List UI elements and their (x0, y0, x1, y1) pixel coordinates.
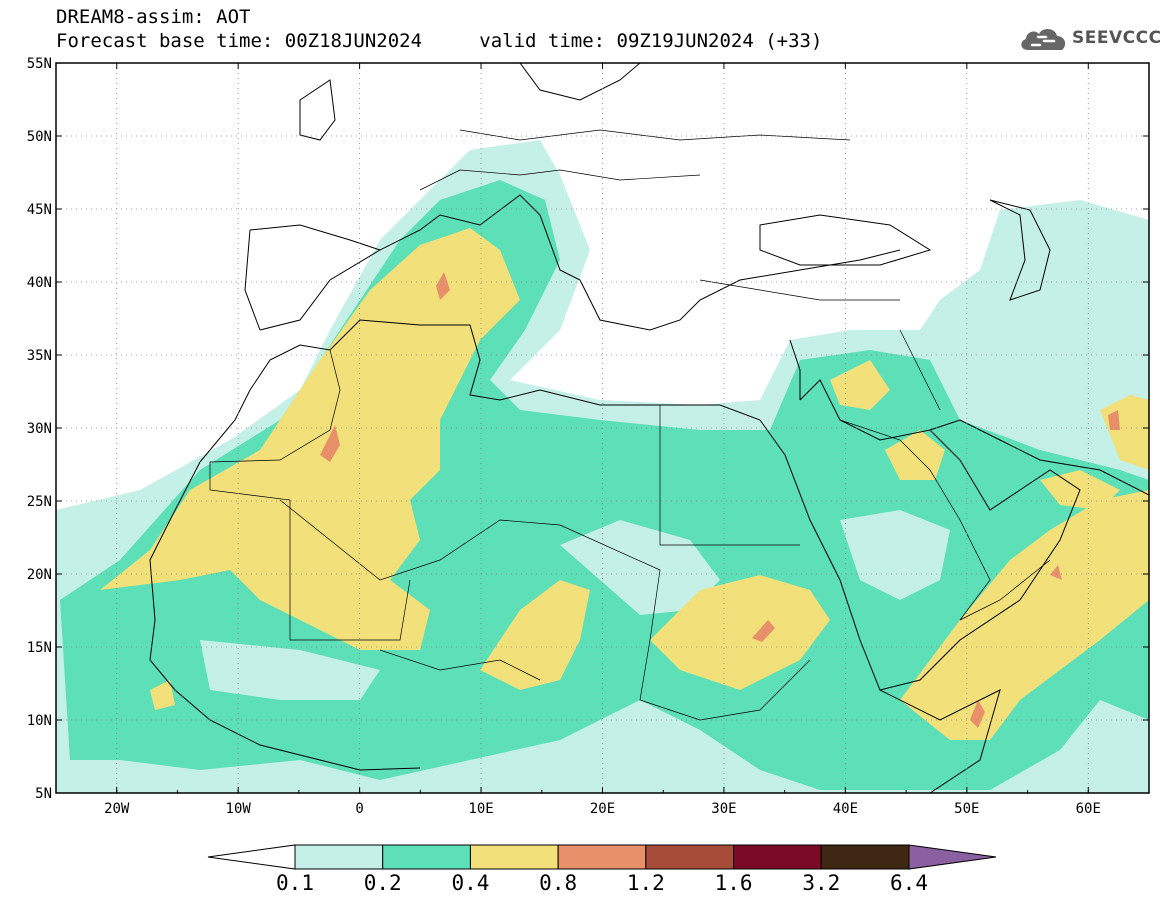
colorbar-box (382, 844, 471, 870)
colorbar-label: 0.2 (364, 871, 402, 895)
lon-label: 30E (711, 801, 736, 817)
seevccc-logo: SEEVCCC (1018, 22, 1161, 56)
colorbar-label: 1.6 (715, 871, 753, 895)
lat-label: 50N (27, 129, 52, 145)
border-iraq-iran (899, 329, 941, 411)
colorbar-box (557, 844, 647, 870)
map-grid (56, 63, 1149, 793)
africa-coast (199, 319, 1001, 793)
lat-label: 30N (27, 421, 52, 437)
lat-label: 45N (27, 202, 52, 218)
aot-0.8-spot-iran (1108, 410, 1120, 430)
lat-label: 20N (27, 567, 52, 583)
colorbar-low-arrow (207, 844, 296, 870)
lon-label: 50E (954, 801, 979, 817)
lat-label: 40N (27, 275, 52, 291)
border-europe-2 (459, 129, 851, 141)
lat-label: 55N (27, 56, 52, 72)
border-saudi (839, 419, 991, 621)
colorbar-label: 0.4 (451, 871, 489, 895)
colorbar (207, 844, 997, 870)
colorbar-box (469, 844, 559, 870)
lat-label: 25N (27, 494, 52, 510)
cloud-icon (1021, 28, 1066, 50)
border-libya-chad (559, 524, 661, 641)
arabia-coast (799, 379, 1081, 691)
aot-0.2-band (60, 180, 1149, 790)
lat-label: 35N (27, 348, 52, 364)
aot-0.4-iraq (830, 360, 890, 410)
black-sea (759, 214, 932, 266)
lon-label: 20E (590, 801, 615, 817)
base-time-label: Forecast base time: 00Z18JUN2024 (56, 30, 423, 52)
aot-0.8-spot-yemen (970, 700, 985, 728)
colorbar-labels: 0.1 0.2 0.4 0.8 1.2 1.6 3.2 6.4 (276, 871, 928, 895)
colorbar-box (294, 844, 384, 870)
colorbar-label: 1.2 (627, 871, 665, 895)
europe-coast (259, 194, 901, 331)
coastlines (149, 63, 1149, 793)
border-algeria-morocco (209, 349, 341, 463)
aot-0.4-sahara (100, 228, 520, 650)
country-borders (209, 129, 1051, 721)
lon-label: 60E (1076, 801, 1101, 817)
caspian (989, 199, 1051, 301)
aot-0.4-chad (480, 580, 590, 690)
aot-0.8-spot-sudan (752, 620, 775, 642)
colorbar-label: 0.1 (276, 871, 314, 895)
aot-light-inset-sahel (200, 640, 380, 700)
lon-label: 0 (355, 801, 363, 817)
border-sudan (639, 639, 811, 721)
colorbar-label: 0.8 (539, 871, 577, 895)
colorbar-label: 3.2 (802, 871, 840, 895)
aot-0.8-spot-oman (1050, 565, 1062, 580)
longitude-labels: 20W 10W 0 10E 20E 30E 40E 50E 60E (104, 801, 1101, 817)
aot-0.4-guinea (150, 680, 175, 710)
colorbar-high-arrow (908, 844, 997, 870)
aot-light-inset-arabia (840, 510, 950, 600)
logo-text: SEEVCCC (1072, 28, 1162, 48)
latitude-labels: 5N 10N 15N 20N 25N 30N 35N 40N 45N 50N 55N (27, 56, 52, 802)
border-europe-1 (419, 169, 701, 191)
colorbar-box (733, 844, 822, 870)
lon-label: 20W (104, 801, 130, 817)
iberia-coast (244, 224, 381, 331)
lon-label: 10E (468, 801, 493, 817)
border-turkey (699, 279, 900, 301)
west-africa-coast (149, 461, 421, 771)
aot-light-inset (560, 520, 720, 615)
colorbar-box (820, 844, 910, 870)
border-yemen-oman (959, 559, 1051, 621)
scandinavia (519, 63, 641, 101)
lon-label: 10W (226, 801, 252, 817)
lon-label: 40E (833, 801, 858, 817)
aot-0.8-spot-algeria (320, 425, 340, 462)
lat-label: 5N (35, 786, 52, 802)
title-line-1: DREAM8-assim: AOT (56, 6, 251, 28)
border-mauritania (209, 462, 411, 641)
persian-gulf (929, 419, 1149, 496)
title-line-2: Forecast base time: 00Z18JUN2024 valid t… (56, 30, 822, 52)
lat-label: 15N (27, 640, 52, 656)
axis-ticks (55, 62, 1150, 794)
aot-field (56, 140, 1149, 793)
uk-coast (299, 79, 336, 141)
border-niger-nigeria (379, 649, 541, 681)
border-libya-egypt (659, 405, 800, 546)
aot-0.4-sudan (650, 575, 830, 690)
aot-0.4-arabia-south (900, 490, 1149, 740)
valid-time-label: valid time: 09Z19JUN2024 (+33) (479, 30, 823, 52)
colorbar-label: 6.4 (890, 871, 928, 895)
colorbar-box (645, 844, 735, 870)
levant-coast (789, 339, 801, 400)
lat-label: 10N (27, 713, 52, 729)
border-algeria-mali (279, 499, 561, 581)
aot-0.8-spot-sardinia (436, 272, 450, 300)
